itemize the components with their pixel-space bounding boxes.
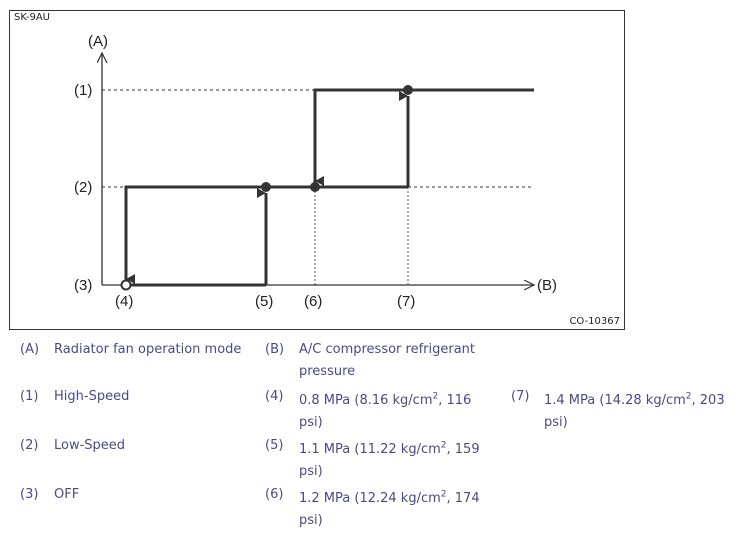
diagram-frame: SK-9AU (A) (9, 10, 625, 330)
unit-superscript: 2 (440, 440, 447, 451)
level-2-label: (2) (74, 179, 92, 196)
level-1-label: (1) (74, 82, 92, 99)
legend-text: 0.8 MPa (8.16 kg/cm2, 116 psi) (299, 390, 471, 434)
legend-text: 1.2 MPa (12.24 kg/cm2, 174 psi) (299, 488, 480, 532)
point-5-marker (261, 182, 271, 192)
legend-key: (7) (511, 389, 530, 404)
point-6-marker (310, 182, 320, 192)
value-text: 0.8 MPa (8.16 kg/cm (299, 393, 433, 408)
x-axis-label: (B) (537, 277, 557, 294)
unit-superscript: 2 (432, 391, 439, 402)
legend-text: OFF (54, 487, 80, 502)
value-text: psi) (299, 513, 323, 528)
legend-text: 1.4 MPa (14.28 kg/cm2, 203 psi) (544, 390, 725, 434)
value-text: 1.2 MPa (12.24 kg/cm (299, 491, 441, 506)
legend-key: (4) (265, 389, 284, 404)
legend-key: (6) (265, 487, 284, 502)
figure-code: SK-9AU (14, 12, 50, 23)
legend-key: (B) (265, 342, 285, 357)
value-text: psi) (544, 415, 568, 430)
legend-key: (3) (20, 487, 39, 502)
value-text: , 116 (438, 393, 472, 408)
point-7-label: (7) (397, 293, 415, 310)
value-text: 1.4 MPa (14.28 kg/cm (544, 393, 686, 408)
y-axis-label: (A) (88, 33, 108, 50)
point-4-marker (120, 279, 132, 291)
legend-key: (A) (20, 342, 40, 357)
point-7-marker (403, 85, 413, 95)
legend-key: (5) (265, 438, 284, 453)
legend-text: Radiator fan operation mode (54, 342, 242, 357)
value-text: , 203 (691, 393, 725, 408)
legend-text: 1.1 MPa (11.22 kg/cm2, 159 psi) (299, 439, 480, 483)
legend-text: High-Speed (54, 389, 130, 404)
high-segment (313, 88, 534, 187)
legend-key: (1) (20, 389, 39, 404)
value-text: , 174 (446, 491, 480, 506)
legend-key: (2) (20, 438, 39, 453)
point-5-label: (5) (255, 293, 273, 310)
legend-text: A/C compressor refrigerant pressure (299, 342, 476, 379)
point-6-label: (6) (304, 293, 322, 310)
value-text: psi) (299, 464, 323, 479)
legend-text: Low-Speed (54, 438, 126, 453)
unit-superscript: 2 (440, 489, 447, 500)
point-4-label: (4) (115, 293, 133, 310)
level-3-label: (3) (74, 277, 92, 294)
value-text: , 159 (446, 442, 480, 457)
unit-superscript: 2 (685, 391, 692, 402)
value-text: psi) (299, 415, 323, 430)
fan-mode-diagram: (A) (B) (1) (2) (3) (4) (5) (6) (7) (74, 33, 557, 310)
figure-id: CO-10367 (569, 316, 620, 327)
value-text: 1.1 MPa (11.22 kg/cm (299, 442, 441, 457)
